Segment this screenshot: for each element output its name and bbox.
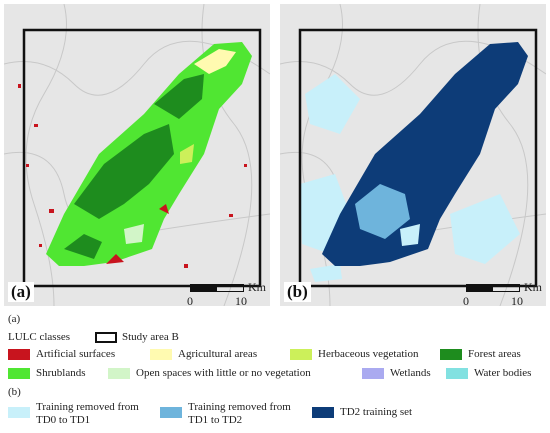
legend-item: Training removed from TD1 to TD2 bbox=[188, 401, 291, 426]
legend-item: Herbaceous vegetation bbox=[318, 348, 419, 360]
removed-td1-td2-area bbox=[355, 184, 410, 239]
removed-td0-td1-inner bbox=[400, 224, 420, 246]
swatch-wetlands bbox=[362, 368, 384, 379]
scale-tick-start: 0 bbox=[187, 294, 193, 306]
legend-b-heading: (b) bbox=[8, 386, 21, 398]
swatch-open-spaces bbox=[108, 368, 130, 379]
scale-tick-end: 10 bbox=[235, 294, 247, 306]
study-area-box bbox=[22, 28, 262, 288]
legend-item: Water bodies bbox=[474, 367, 532, 379]
legend-item: Open spaces with little or no vegetation bbox=[136, 367, 311, 379]
swatch-artificial-surfaces bbox=[8, 349, 30, 360]
legend-item: Training removed from TD0 to TD1 bbox=[36, 401, 139, 426]
legend-item: Wetlands bbox=[390, 367, 431, 379]
swatch-herbaceous-vegetation bbox=[290, 349, 312, 360]
removed-td0-td1-areas bbox=[300, 74, 520, 282]
study-area-swatch bbox=[95, 332, 117, 343]
swatch-water-bodies bbox=[446, 368, 468, 379]
legend-item: Artificial surfaces bbox=[36, 348, 116, 360]
study-area-box bbox=[298, 28, 538, 288]
swatch-removed-td1-td2 bbox=[160, 407, 182, 418]
legend-item: Agricultural areas bbox=[178, 348, 258, 360]
scale-unit: Km bbox=[248, 280, 266, 294]
scale-bar-graphic bbox=[190, 284, 244, 292]
legend-a-heading: (a) bbox=[8, 313, 21, 325]
scale-tick-end: 10 bbox=[511, 294, 523, 306]
map-panel-a: (a) Km 0 10 bbox=[4, 4, 270, 306]
map-panel-b: (b) Km 0 10 bbox=[280, 4, 546, 306]
scale-bar-graphic bbox=[466, 284, 520, 292]
legend-item: TD2 training set bbox=[340, 406, 413, 418]
swatch-agricultural-areas bbox=[150, 349, 172, 360]
scale-unit: Km bbox=[524, 280, 542, 294]
study-area-label: Study area B bbox=[122, 331, 179, 343]
swatch-removed-td0-td1 bbox=[8, 407, 30, 418]
swatch-td2-training-set bbox=[312, 407, 334, 418]
scale-bar-a: Km 0 10 bbox=[187, 280, 270, 306]
legend-item: Forest areas bbox=[468, 348, 521, 360]
land-cover bbox=[46, 42, 252, 266]
swatch-shrublands bbox=[8, 368, 30, 379]
lulc-map bbox=[4, 4, 270, 306]
training-map bbox=[280, 4, 546, 306]
legend-title: LULC classes bbox=[8, 331, 71, 343]
panel-tag-a: (a) bbox=[8, 282, 34, 302]
swatch-forest-areas bbox=[440, 349, 462, 360]
scale-bar-b: Km 0 10 bbox=[463, 280, 546, 306]
scale-tick-start: 0 bbox=[463, 294, 469, 306]
legend-item: Shrublands bbox=[36, 367, 86, 379]
panel-tag-b: (b) bbox=[284, 282, 311, 302]
